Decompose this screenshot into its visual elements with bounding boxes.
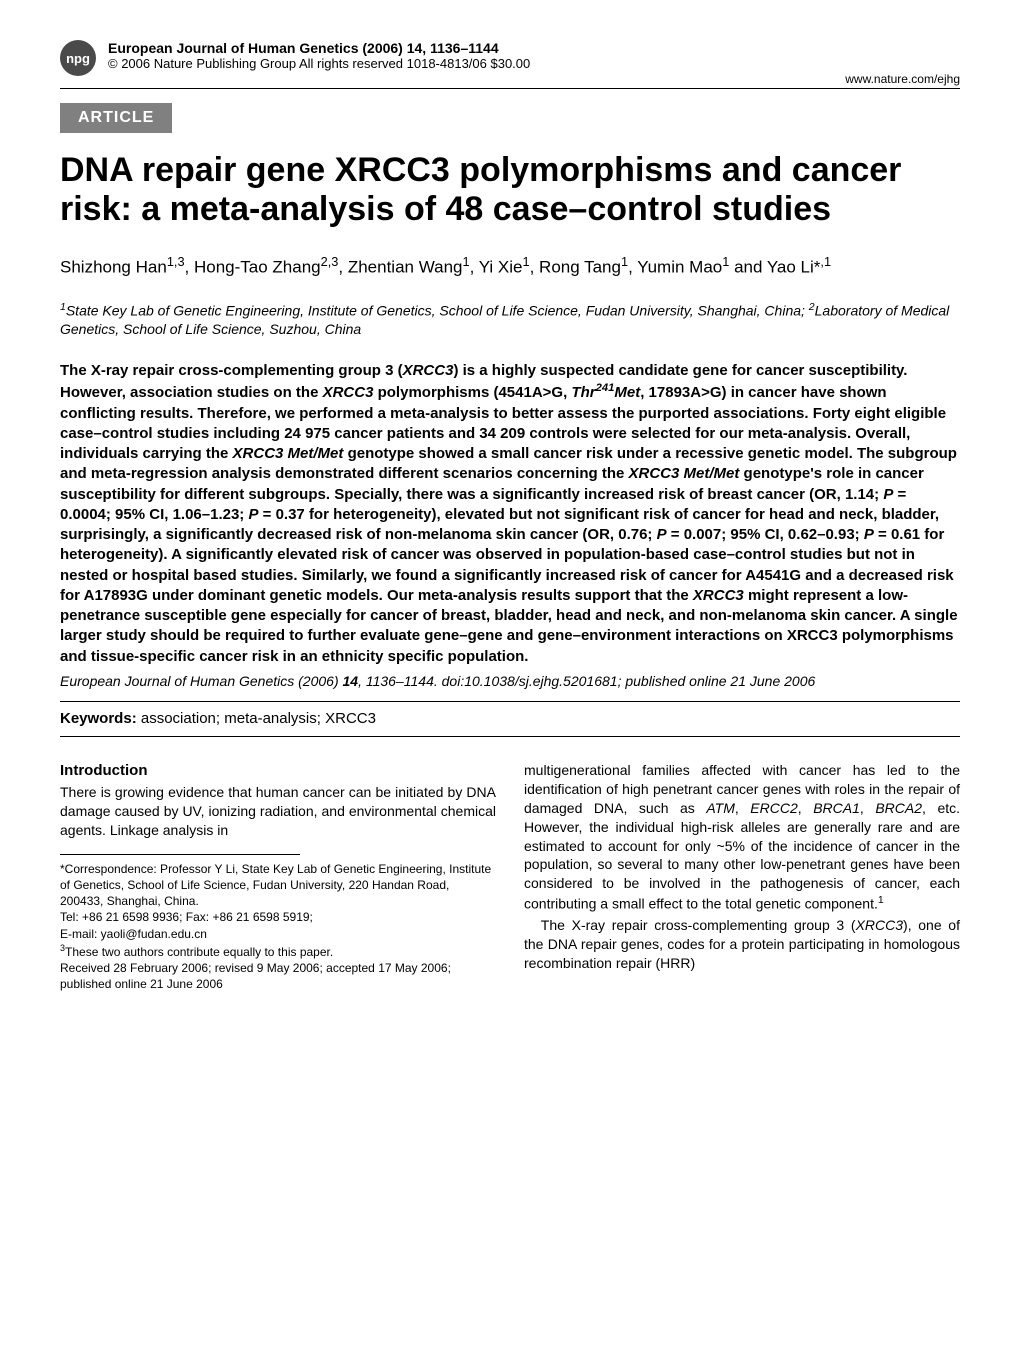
equal-contribution-footnote: 3These two authors contribute equally to… — [60, 942, 496, 960]
header-rule — [60, 88, 960, 89]
email-footnote: E-mail: yaoli@fudan.edu.cn — [60, 926, 496, 942]
introduction-heading: Introduction — [60, 761, 496, 781]
abstract: The X-ray repair cross-complementing gro… — [60, 361, 960, 667]
affiliations: 1State Key Lab of Genetic Engineering, I… — [60, 300, 960, 339]
author-list: Shizhong Han1,3, Hong-Tao Zhang2,3, Zhen… — [60, 253, 960, 280]
article-type-badge: ARTICLE — [60, 103, 172, 133]
npg-logo-icon: npg — [60, 40, 96, 76]
journal-header: npg European Journal of Human Genetics (… — [60, 40, 960, 76]
journal-url: www.nature.com/ejhg — [60, 72, 960, 86]
article-title: DNA repair gene XRCC3 polymorphisms and … — [60, 151, 960, 229]
journal-citation: European Journal of Human Genetics (2006… — [108, 40, 960, 56]
keywords-block: Keywords: association; meta-analysis; XR… — [60, 701, 960, 737]
footnote-rule — [60, 854, 300, 855]
journal-copyright: © 2006 Nature Publishing Group All right… — [108, 56, 960, 71]
keywords-text: association; meta-analysis; XRCC3 — [137, 710, 376, 727]
citation-line: European Journal of Human Genetics (2006… — [60, 673, 960, 689]
intro-paragraph-right-1: multigenerational families affected with… — [524, 761, 960, 914]
correspondence-footnote: *Correspondence: Professor Y Li, State K… — [60, 861, 496, 910]
intro-paragraph-right-2: The X-ray repair cross-complementing gro… — [524, 916, 960, 973]
tel-footnote: Tel: +86 21 6598 9936; Fax: +86 21 6598 … — [60, 909, 496, 925]
right-column: multigenerational families affected with… — [524, 761, 960, 992]
left-column: Introduction There is growing evidence t… — [60, 761, 496, 992]
intro-paragraph-left: There is growing evidence that human can… — [60, 783, 496, 840]
body-columns: Introduction There is growing evidence t… — [60, 761, 960, 992]
received-footnote: Received 28 February 2006; revised 9 May… — [60, 960, 496, 992]
keywords-label: Keywords: — [60, 710, 137, 727]
